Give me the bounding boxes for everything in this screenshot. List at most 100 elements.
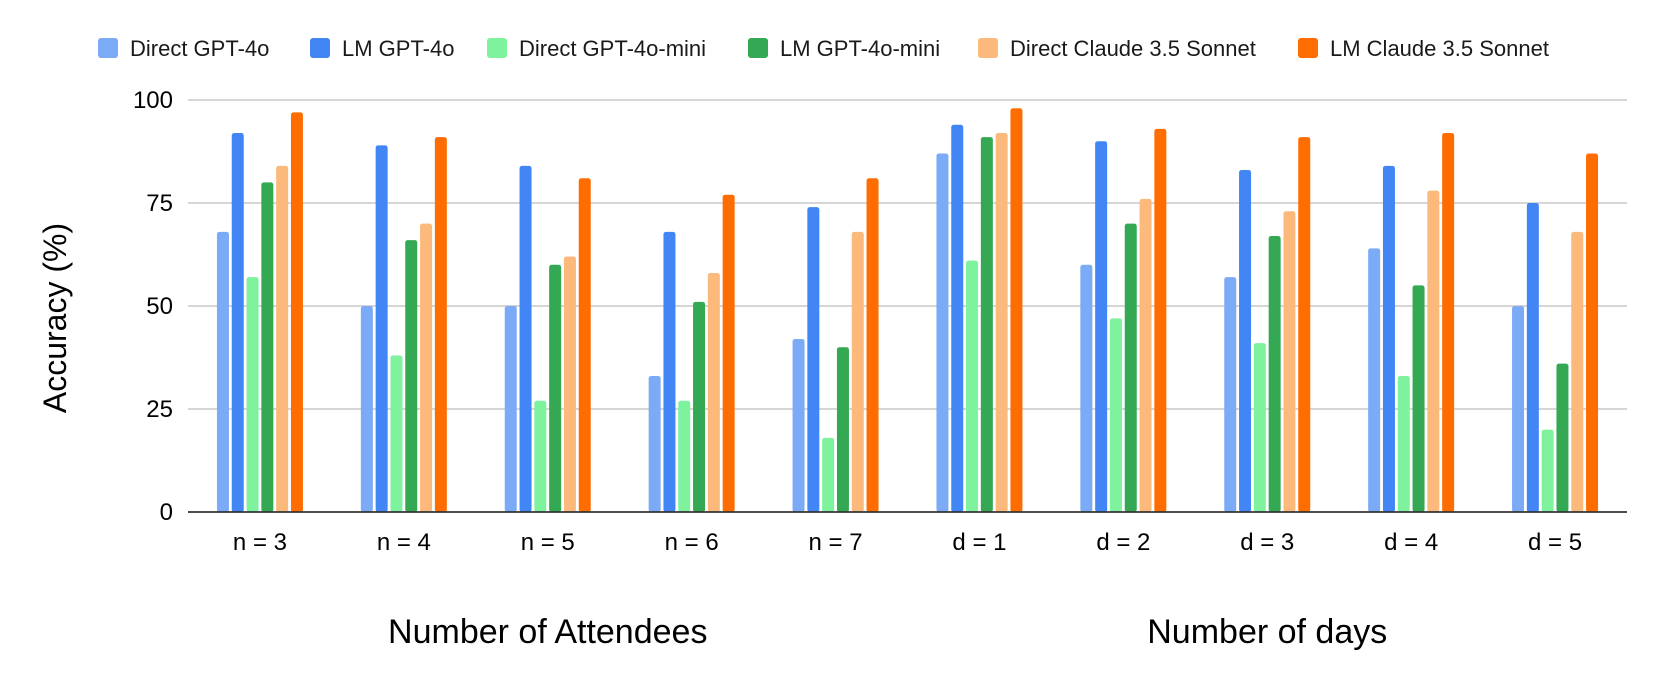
bar-lm-gpt-4o-mini-d-2 — [1124, 223, 1137, 512]
legend-swatch — [487, 38, 507, 58]
group-label-number-of-days: Number of days — [1147, 613, 1387, 651]
bar-lm-gpt-4o-d-4 — [1382, 165, 1395, 513]
bar-direct-claude-3-5-sonnet-d-2 — [1139, 198, 1152, 512]
bar-direct-gpt-4o-d-1 — [936, 153, 949, 512]
bar-lm-gpt-4o-n-5 — [519, 165, 532, 513]
legend-label: Direct GPT-4o-mini — [519, 36, 706, 61]
legend: Direct GPT-4o LM GPT-4o Direct GPT-4o-mini… — [98, 36, 1549, 61]
legend-item-lm-gpt-4o: LM GPT-4o — [310, 36, 454, 61]
bar-direct-gpt-4o-n-7 — [792, 338, 805, 512]
bar-lm-gpt-4o-n-3 — [231, 132, 244, 512]
bar-direct-claude-3-5-sonnet-n-5 — [563, 256, 576, 512]
bar-lm-gpt-4o-mini-d-4 — [1412, 285, 1425, 512]
y-axis-label: Accuracy (%) — [37, 223, 73, 413]
bar-direct-gpt-4o-d-3 — [1224, 277, 1237, 512]
bar-lm-claude-3-5-sonnet-d-1 — [1010, 108, 1023, 513]
bar-lm-gpt-4o-mini-d-3 — [1268, 235, 1281, 512]
bar-lm-gpt-4o-mini-n-4 — [405, 240, 418, 512]
bar-direct-gpt-4o-n-5 — [504, 306, 517, 512]
gridlines — [188, 99, 1627, 410]
bar-direct-gpt-4o-d-5 — [1512, 306, 1525, 512]
bar-direct-gpt-4o-mini-n-5 — [534, 400, 547, 512]
bar-direct-claude-3-5-sonnet-d-3 — [1283, 211, 1296, 513]
legend-item-lm-gpt-4o-mini: LM GPT-4o-mini — [748, 36, 940, 61]
bar-lm-claude-3-5-sonnet-n-7 — [866, 178, 879, 512]
bar-direct-claude-3-5-sonnet-n-3 — [276, 165, 289, 513]
bar-lm-claude-3-5-sonnet-n-5 — [578, 178, 591, 512]
legend-item-direct-claude-3-5-sonnet: Direct Claude 3.5 Sonnet — [978, 36, 1256, 61]
bar-direct-gpt-4o-mini-d-2 — [1109, 318, 1122, 512]
bar-lm-gpt-4o-mini-n-6 — [693, 301, 706, 512]
legend-swatch — [98, 38, 118, 58]
bar-lm-gpt-4o-n-6 — [663, 231, 676, 512]
bar-direct-claude-3-5-sonnet-d-1 — [995, 132, 1008, 512]
bar-direct-gpt-4o-d-4 — [1368, 248, 1381, 512]
x-tick-label: d = 4 — [1384, 529, 1438, 556]
y-tick-label: 25 — [146, 396, 173, 423]
legend-swatch — [748, 38, 768, 58]
bar-direct-gpt-4o-mini-n-4 — [390, 355, 403, 512]
x-tick-label: n = 5 — [521, 529, 575, 556]
legend-label: LM GPT-4o — [342, 36, 454, 61]
bar-direct-claude-3-5-sonnet-n-6 — [707, 273, 720, 512]
legend-item-direct-gpt-4o: Direct GPT-4o — [98, 36, 269, 61]
bar-direct-gpt-4o-mini-d-4 — [1397, 376, 1410, 512]
group-labels: Number of Attendees Number of days — [388, 613, 1387, 651]
bar-lm-gpt-4o-d-2 — [1095, 141, 1108, 512]
bar-direct-gpt-4o-mini-d-5 — [1541, 429, 1554, 512]
y-tick-label: 75 — [146, 190, 173, 217]
bar-direct-gpt-4o-n-6 — [648, 376, 661, 512]
legend-item-direct-gpt-4o-mini: Direct GPT-4o-mini — [487, 36, 706, 61]
bar-direct-gpt-4o-mini-n-3 — [246, 277, 259, 512]
bar-direct-claude-3-5-sonnet-d-4 — [1427, 190, 1440, 512]
bars — [216, 108, 1599, 513]
x-tick-label: d = 5 — [1528, 529, 1582, 556]
y-tick-label: 100 — [133, 87, 173, 114]
bar-direct-gpt-4o-mini-d-1 — [966, 260, 979, 512]
x-axis: n = 3 n = 4 n = 5 n = 6 n = 7 d = 1 d = 2 d = 3… — [188, 511, 1627, 556]
bar-lm-gpt-4o-mini-n-5 — [549, 264, 562, 512]
bar-lm-gpt-4o-d-3 — [1239, 170, 1252, 513]
bar-lm-claude-3-5-sonnet-d-4 — [1442, 132, 1455, 512]
y-tick-label: 0 — [160, 499, 173, 526]
x-tick-label: d = 1 — [952, 529, 1006, 556]
bar-lm-gpt-4o-mini-d-1 — [980, 137, 993, 512]
bar-direct-gpt-4o-mini-d-3 — [1253, 343, 1266, 512]
x-tick-label: n = 3 — [233, 529, 287, 556]
legend-swatch — [1298, 38, 1318, 58]
bar-lm-claude-3-5-sonnet-d-2 — [1154, 128, 1167, 512]
bar-direct-gpt-4o-mini-n-6 — [678, 400, 691, 512]
bar-direct-gpt-4o-n-3 — [216, 231, 229, 512]
bar-lm-claude-3-5-sonnet-d-5 — [1586, 153, 1599, 512]
bar-lm-gpt-4o-d-1 — [951, 124, 964, 512]
legend-label: Direct GPT-4o — [130, 36, 269, 61]
legend-swatch — [978, 38, 998, 58]
bar-direct-claude-3-5-sonnet-n-4 — [420, 223, 433, 512]
legend-label: Direct Claude 3.5 Sonnet — [1010, 36, 1256, 61]
bar-direct-claude-3-5-sonnet-d-5 — [1571, 231, 1584, 512]
y-tick-label: 50 — [146, 293, 173, 320]
bar-lm-claude-3-5-sonnet-n-4 — [434, 137, 447, 512]
bar-lm-gpt-4o-mini-d-5 — [1556, 363, 1569, 512]
x-tick-label: d = 2 — [1096, 529, 1150, 556]
legend-swatch — [310, 38, 330, 58]
y-axis: 0 25 50 75 100 — [133, 87, 173, 526]
bar-direct-gpt-4o-mini-n-7 — [822, 437, 835, 512]
bar-lm-claude-3-5-sonnet-n-6 — [722, 194, 735, 512]
bar-lm-claude-3-5-sonnet-d-3 — [1298, 137, 1311, 512]
bar-direct-gpt-4o-n-4 — [360, 306, 373, 512]
legend-label: LM GPT-4o-mini — [780, 36, 940, 61]
bar-direct-gpt-4o-d-2 — [1080, 264, 1093, 512]
bar-lm-gpt-4o-n-4 — [375, 145, 388, 512]
bar-lm-gpt-4o-d-5 — [1526, 203, 1539, 512]
x-tick-label: n = 6 — [665, 529, 719, 556]
legend-label: LM Claude 3.5 Sonnet — [1330, 36, 1549, 61]
group-label-number-of-attendees: Number of Attendees — [388, 613, 707, 651]
bar-lm-claude-3-5-sonnet-n-3 — [290, 112, 303, 513]
x-tick-label: n = 7 — [809, 529, 863, 556]
bar-direct-claude-3-5-sonnet-n-7 — [851, 231, 864, 512]
x-tick-label: d = 3 — [1240, 529, 1294, 556]
legend-item-lm-claude-3-5-sonnet: LM Claude 3.5 Sonnet — [1298, 36, 1549, 61]
